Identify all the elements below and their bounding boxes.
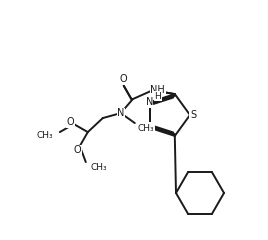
Text: N: N — [147, 123, 155, 133]
Text: NH: NH — [150, 85, 165, 95]
Text: O: O — [74, 145, 82, 155]
Text: CH₃: CH₃ — [91, 162, 107, 172]
Text: O: O — [67, 117, 75, 127]
Text: S: S — [190, 110, 196, 120]
Text: CH₃: CH₃ — [138, 124, 154, 132]
Text: N: N — [117, 108, 124, 118]
Text: O: O — [120, 74, 128, 84]
Text: N: N — [146, 97, 153, 107]
Text: CH₃: CH₃ — [36, 131, 53, 140]
Text: H: H — [154, 92, 161, 101]
